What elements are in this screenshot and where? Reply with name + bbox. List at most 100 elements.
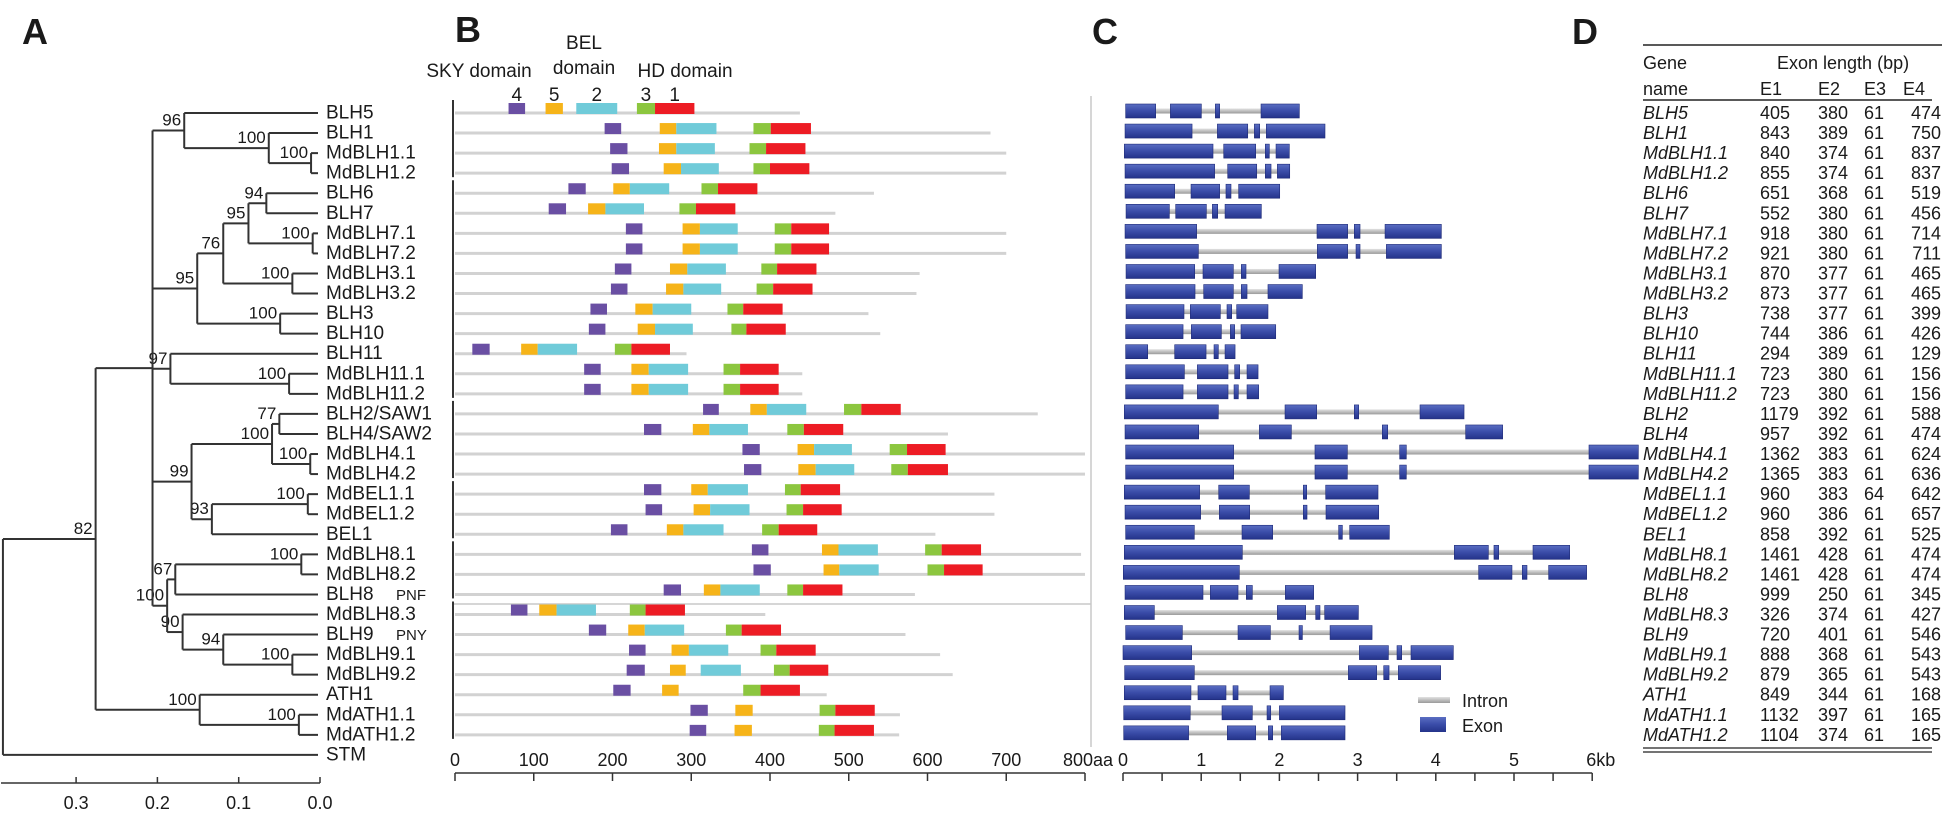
tree-leaf-label: STM — [326, 744, 366, 765]
intron — [1125, 469, 1639, 475]
table-cell-e3: 61 — [1864, 444, 1884, 464]
tree-leaf-label: MdBLH11.1 — [326, 363, 425, 384]
protein-row — [455, 484, 995, 496]
domain-hd3 — [723, 383, 741, 395]
table-cell-e4: 427 — [1911, 605, 1941, 625]
table-gene-name: ATH1 — [1642, 685, 1688, 705]
exon — [1125, 625, 1183, 640]
table-gene-name: BLH9 — [1643, 625, 1688, 645]
exon — [1125, 244, 1199, 259]
exon — [1316, 224, 1348, 239]
table-cell-e1: 1104 — [1760, 725, 1799, 745]
table-row: MdBLH8.3 326 374 61 427 — [1643, 605, 1941, 625]
domain-bel2 — [683, 283, 722, 295]
bootstrap-value: 94 — [244, 183, 263, 202]
bootstrap-value: 82 — [74, 519, 93, 538]
table-cell-e1: 405 — [1760, 103, 1790, 123]
table-cell-e2: 368 — [1818, 645, 1848, 665]
axis-tick-label: 800aa — [1063, 750, 1114, 770]
exon — [1212, 204, 1219, 219]
table-cell-e4: 129 — [1911, 344, 1941, 364]
table-cell-e2: 383 — [1818, 444, 1848, 464]
gene-structure-row — [1124, 665, 1441, 680]
exon — [1588, 464, 1639, 480]
table-cell-e4: 543 — [1911, 665, 1941, 685]
table-row: BLH3 738 377 61 399 — [1643, 304, 1941, 324]
exon — [1265, 163, 1272, 179]
protein-row — [455, 143, 1007, 155]
table-gene-name: MdATH1.2 — [1643, 725, 1728, 745]
axis-tick-label: 400 — [755, 750, 785, 770]
domain-hd1 — [695, 203, 736, 215]
gene-structure-row — [1125, 464, 1639, 480]
domain-bel5 — [750, 403, 767, 415]
table-row: BEL1 858 392 61 525 — [1643, 524, 1941, 544]
gene-alias-label: PNF — [396, 587, 426, 604]
bootstrap-value: 100 — [261, 264, 289, 283]
motif-number-hd1: 1 — [669, 85, 680, 106]
table-column-header: E2 — [1818, 79, 1840, 99]
exon — [1215, 103, 1220, 119]
domain-bel2 — [676, 143, 715, 155]
exon — [1124, 504, 1201, 520]
domain-sky — [588, 624, 607, 636]
table-row: MdBEL1.1 960 383 64 642 — [1643, 484, 1941, 504]
exon — [1314, 444, 1348, 460]
domain-hd3 — [787, 423, 804, 435]
table-row: MdBLH1.1 840 374 61 837 — [1643, 143, 1941, 163]
exon — [1197, 384, 1229, 400]
domain-bel2 — [556, 604, 596, 616]
exon — [1383, 665, 1390, 680]
table-cell-e2: 428 — [1818, 564, 1848, 584]
exon — [1125, 264, 1196, 279]
exon — [1284, 404, 1318, 420]
domain-bel5 — [693, 504, 711, 516]
table-cell-e2: 374 — [1818, 605, 1848, 625]
exon — [1197, 685, 1227, 701]
protein-row — [455, 343, 687, 356]
table-gene-name: MdBEL1.2 — [1643, 504, 1727, 524]
tree-leaf-label: MdBLH4.1 — [326, 444, 416, 465]
domain-hd3 — [629, 604, 646, 616]
axis-tick-label: 0 — [1118, 750, 1128, 770]
domain-sky — [604, 123, 622, 135]
tree-leaf-label: BLH7 — [326, 203, 374, 224]
table-cell-e2: 380 — [1818, 223, 1848, 243]
bootstrap-value: 100 — [281, 223, 309, 242]
domain-sky — [584, 363, 601, 375]
bootstrap-value: 100 — [258, 364, 286, 383]
table-cell-e1: 999 — [1760, 584, 1790, 604]
intron-legend-swatch — [1418, 697, 1450, 703]
exon — [1259, 424, 1292, 440]
gene-structure-row — [1124, 484, 1379, 500]
tree-leaf-label: BLH2/SAW1 — [326, 403, 432, 424]
domain-hd3 — [756, 283, 774, 295]
exon — [1359, 645, 1389, 660]
protein-row — [455, 163, 1007, 175]
exon — [1277, 163, 1291, 179]
intron — [1125, 449, 1639, 455]
table-cell-e3: 61 — [1864, 223, 1884, 243]
exon — [1354, 224, 1361, 239]
table-cell-e3: 61 — [1864, 404, 1884, 424]
exon — [1210, 585, 1239, 600]
protein-row — [455, 403, 1038, 416]
gene-structure-row — [1124, 183, 1281, 199]
domain-bel5 — [798, 464, 816, 476]
gene-structure-row — [1125, 244, 1442, 259]
domain-hd3 — [614, 343, 632, 355]
table-cell-e4: 657 — [1911, 504, 1941, 524]
exon — [1124, 404, 1219, 420]
exon — [1324, 605, 1359, 620]
domain-bel5 — [539, 604, 557, 616]
panel-label-c: C — [1092, 11, 1118, 52]
table-gene-name: MdATH1.1 — [1643, 705, 1728, 725]
domain-bel5 — [823, 564, 840, 576]
exon — [1125, 344, 1149, 360]
exon — [1221, 705, 1253, 721]
bootstrap-value: 96 — [162, 111, 181, 130]
table-row: MdBLH9.1 888 368 61 543 — [1643, 645, 1941, 665]
table-row: BLH9 720 401 61 546 — [1643, 625, 1941, 645]
gene-structure-row — [1124, 163, 1291, 179]
